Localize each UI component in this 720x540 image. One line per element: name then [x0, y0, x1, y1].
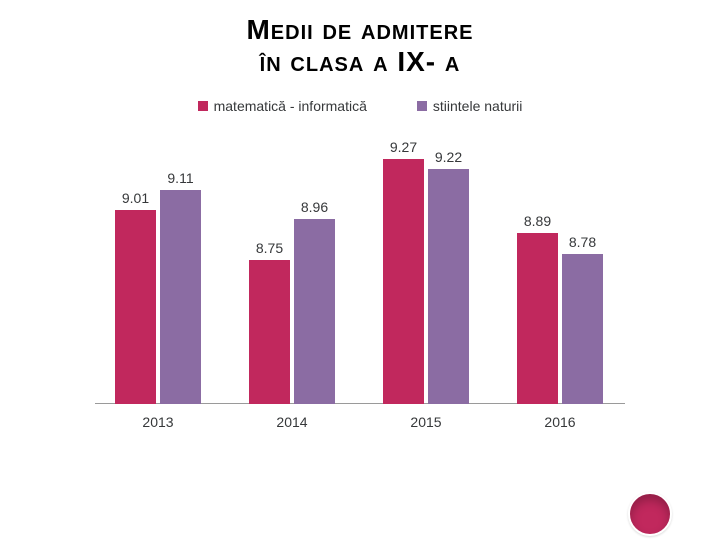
legend-swatch-1 [417, 101, 427, 111]
title-line-2: în clasa a IX- a [260, 46, 461, 77]
bar-value-label: 9.01 [106, 190, 166, 206]
legend-item-1: stiintele naturii [417, 98, 523, 114]
decorative-circle-icon [628, 492, 672, 536]
bar [562, 254, 603, 404]
bar-value-label: 8.78 [553, 234, 613, 250]
page-title: Medii de admitere în clasa a IX- a [0, 14, 720, 78]
bar-value-label: 9.11 [151, 170, 211, 186]
bar [249, 260, 290, 405]
bar-chart: 9.019.118.758.969.279.228.898.78 2013201… [95, 134, 625, 432]
bar-value-label: 9.22 [419, 149, 479, 165]
plot-area: 9.019.118.758.969.279.228.898.78 [95, 134, 625, 404]
legend-item-0: matematică - informatică [198, 98, 367, 114]
title-line-1: Medii de admitere [246, 14, 473, 45]
x-axis-tick-label: 2013 [118, 414, 198, 430]
bar-value-label: 8.96 [285, 199, 345, 215]
bar-value-label: 8.89 [508, 213, 568, 229]
bar [517, 233, 558, 405]
chart-legend: matematică - informatică stiintele natur… [0, 98, 720, 114]
bar [160, 190, 201, 404]
bar-value-label: 8.75 [240, 240, 300, 256]
x-axis-tick-label: 2014 [252, 414, 332, 430]
legend-label-0: matematică - informatică [214, 98, 367, 114]
bar [294, 219, 335, 404]
bar [428, 169, 469, 404]
x-axis-tick-label: 2016 [520, 414, 600, 430]
legend-label-1: stiintele naturii [433, 98, 523, 114]
bar [115, 210, 156, 405]
x-axis-tick-label: 2015 [386, 414, 466, 430]
bar [383, 159, 424, 404]
legend-swatch-0 [198, 101, 208, 111]
